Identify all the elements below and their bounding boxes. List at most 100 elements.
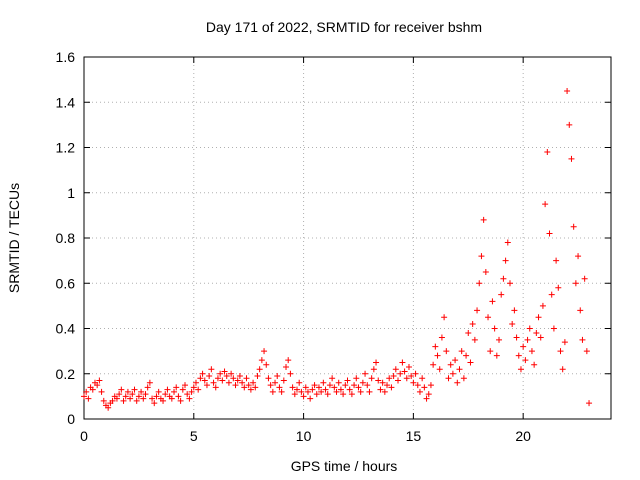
data-point — [258, 357, 265, 364]
data-point — [265, 375, 272, 382]
axis-ticks — [83, 56, 611, 420]
data-point — [362, 370, 369, 377]
data-point — [377, 386, 384, 393]
data-point — [311, 382, 318, 389]
data-point — [203, 382, 210, 389]
data-point — [465, 330, 472, 337]
data-point — [280, 377, 287, 384]
data-point — [155, 388, 162, 395]
data-point — [570, 223, 577, 230]
data-point — [421, 384, 428, 391]
data-point — [337, 386, 344, 393]
data-point — [269, 388, 276, 395]
data-point — [252, 384, 259, 391]
data-point — [517, 366, 524, 373]
data-point — [331, 384, 338, 391]
y-tick-label: 0.2 — [56, 366, 76, 382]
data-point — [340, 391, 347, 398]
data-point — [384, 382, 391, 389]
data-point — [496, 336, 503, 343]
data-point — [355, 384, 362, 391]
data-point — [146, 379, 153, 386]
data-point — [116, 391, 123, 398]
data-point — [247, 386, 254, 393]
data-point — [403, 375, 410, 382]
data-point — [250, 379, 257, 386]
data-point — [438, 334, 445, 341]
data-point — [188, 388, 195, 395]
data-point — [555, 284, 562, 291]
data-point — [388, 384, 395, 391]
data-point — [546, 230, 553, 237]
data-point — [583, 348, 590, 355]
data-point — [515, 352, 522, 359]
data-point — [206, 373, 213, 380]
data-point — [351, 382, 358, 389]
data-point — [487, 348, 494, 355]
data-point — [342, 382, 349, 389]
data-point — [118, 386, 125, 393]
data-point — [526, 325, 533, 332]
data-point — [575, 253, 582, 260]
data-point — [493, 352, 500, 359]
data-point — [524, 336, 531, 343]
data-point — [120, 397, 127, 404]
data-point — [504, 239, 511, 246]
data-point — [405, 363, 412, 370]
data-point — [533, 330, 540, 337]
data-point — [232, 382, 239, 389]
data-point — [469, 320, 476, 327]
data-point — [133, 397, 140, 404]
data-point — [261, 348, 268, 355]
data-point — [105, 404, 112, 411]
data-point — [548, 291, 555, 298]
data-point — [81, 393, 87, 400]
data-point — [559, 366, 566, 373]
data-point — [335, 379, 342, 386]
data-point — [195, 386, 202, 393]
data-point — [397, 370, 404, 377]
data-point — [135, 393, 142, 400]
data-point — [386, 375, 393, 382]
data-point — [373, 359, 380, 366]
data-point — [175, 393, 182, 400]
y-tick-label: 0.6 — [56, 275, 76, 291]
data-point — [329, 375, 336, 382]
data-point — [561, 339, 568, 346]
data-point — [408, 373, 415, 380]
data-point — [427, 382, 434, 389]
data-point — [568, 155, 575, 162]
data-point — [368, 375, 375, 382]
data-point — [326, 382, 333, 389]
data-point — [500, 275, 507, 282]
data-point — [149, 395, 156, 402]
data-point — [357, 388, 364, 395]
data-point — [412, 370, 419, 377]
data-point — [471, 336, 478, 343]
data-point — [274, 373, 281, 380]
data-point — [256, 366, 263, 373]
y-tick-label: 0 — [67, 411, 75, 427]
data-point — [456, 366, 463, 373]
data-point — [379, 379, 386, 386]
data-point — [564, 87, 571, 94]
data-point — [225, 379, 232, 386]
data-point — [234, 377, 241, 384]
data-point — [348, 391, 355, 398]
data-point — [502, 257, 509, 264]
data-point — [414, 382, 421, 389]
data-point — [263, 361, 270, 368]
y-tick-label: 1.2 — [56, 140, 76, 156]
data-point — [476, 280, 483, 287]
data-point — [212, 384, 219, 391]
data-point — [513, 334, 520, 341]
data-point — [162, 391, 169, 398]
grid — [84, 57, 611, 419]
x-tick-label: 15 — [406, 428, 422, 444]
data-point — [528, 348, 535, 355]
data-point — [138, 388, 145, 395]
data-point — [85, 395, 92, 402]
data-point — [566, 121, 573, 128]
data-point — [272, 379, 279, 386]
data-point — [309, 386, 316, 393]
